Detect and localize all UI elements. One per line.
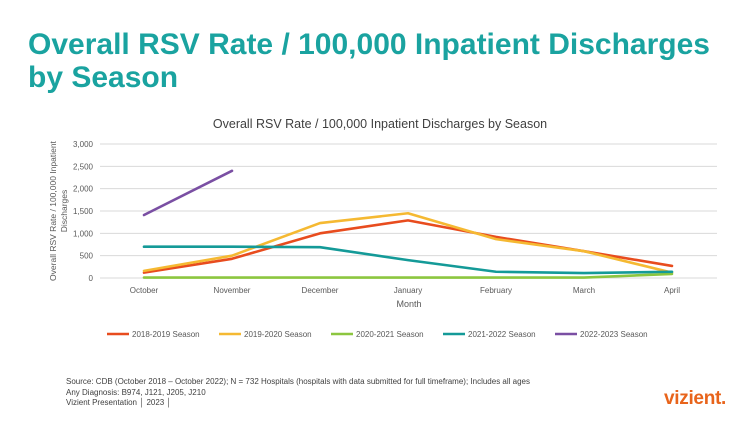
y-tick-label: 3,000	[73, 140, 94, 149]
x-tick-label: October	[130, 286, 159, 295]
legend-label: 2020-2021 Season	[356, 330, 424, 339]
x-tick-label: February	[480, 286, 512, 295]
footer-notes: Source: CDB (October 2018 – October 2022…	[66, 377, 530, 409]
x-tick-label: January	[394, 286, 422, 295]
x-tick-label: December	[302, 286, 339, 295]
vizient-logo: vizient.	[664, 388, 727, 409]
x-tick-label: April	[664, 286, 680, 295]
y-tick-label: 2,500	[73, 162, 94, 171]
legend-label: 2022-2023 Season	[580, 330, 648, 339]
y-tick-label: 1,000	[73, 229, 94, 238]
source-note: Source: CDB (October 2018 – October 2022…	[66, 377, 530, 386]
presentation-note: Vizient Presentation │ 2023 │	[66, 398, 172, 407]
x-tick-labels: October November December January February Ma…	[130, 286, 680, 295]
x-tick-label: November	[214, 286, 251, 295]
y-tick-label: 2,000	[73, 185, 94, 194]
legend-label: 2021-2022 Season	[468, 330, 536, 339]
legend-label: 2019-2020 Season	[244, 330, 312, 339]
y-tick-label: 0	[89, 274, 94, 283]
series-line	[142, 272, 674, 279]
y-tick-labels: 0 500 1,000 1,500 2,000 2,500 3,000	[73, 140, 94, 283]
y-tick-label: 500	[80, 252, 94, 261]
chart-title: Overall RSV Rate / 100,000 Inpatient Dis…	[213, 117, 547, 131]
series-line	[142, 169, 234, 217]
series-line	[142, 245, 674, 275]
legend-label: 2018-2019 Season	[132, 330, 200, 339]
chart-legend: 2018-2019 Season 2019-2020 Season 2020-202…	[107, 330, 648, 339]
diagnosis-note: Any Diagnosis: B974, J121, J205, J210	[66, 387, 206, 397]
chart-series	[142, 169, 674, 279]
slide-title: Overall RSV Rate / 100,000 Inpatient Dis…	[28, 28, 710, 94]
x-tick-label: March	[573, 286, 595, 295]
y-tick-label: 1,500	[73, 207, 94, 216]
series-line	[142, 211, 674, 274]
y-axis-label: Overall RSV Rate / 100,000 InpatientDisc…	[48, 140, 69, 280]
x-axis-label: Month	[396, 299, 421, 309]
